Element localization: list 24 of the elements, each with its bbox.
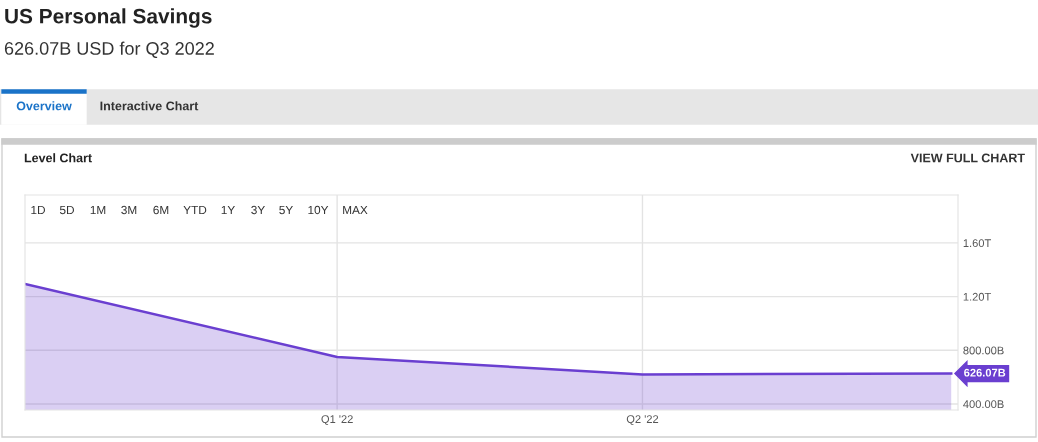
x-tick-label: Q1 '22 [321, 415, 353, 426]
annotation: 10Y [308, 205, 329, 215]
y-tick-label: 1.20T [963, 292, 992, 301]
chart-subtitle: 626.07B USD for Q3 2022 [4, 41, 214, 59]
x-tick-label: Q2 '22 [626, 415, 659, 426]
annotation: 1D [31, 205, 45, 215]
annotation: YTD [183, 205, 207, 215]
text: Level Chart [24, 153, 92, 163]
annotation: 5Y [279, 205, 293, 215]
annotation: 5D [59, 205, 74, 215]
y-tick-label: 400.00B [963, 400, 1004, 409]
text: VIEW FULL CHART [910, 153, 1025, 163]
annotation: 1Y [221, 205, 235, 215]
annotation: 3M [121, 205, 137, 215]
y-tick-label: 800.00B [963, 346, 1004, 355]
y-tick-label: 1.60T [963, 239, 992, 248]
annotation: 3Y [251, 205, 265, 215]
annotation: MAX [343, 205, 368, 215]
annotation: 6M [153, 205, 169, 215]
text: Overview [16, 101, 72, 111]
annotation: 1M [90, 205, 106, 215]
chart-title: US Personal Savings [5, 8, 212, 28]
text: Interactive Chart [100, 101, 199, 111]
data-label: 626.07B [964, 368, 1006, 377]
